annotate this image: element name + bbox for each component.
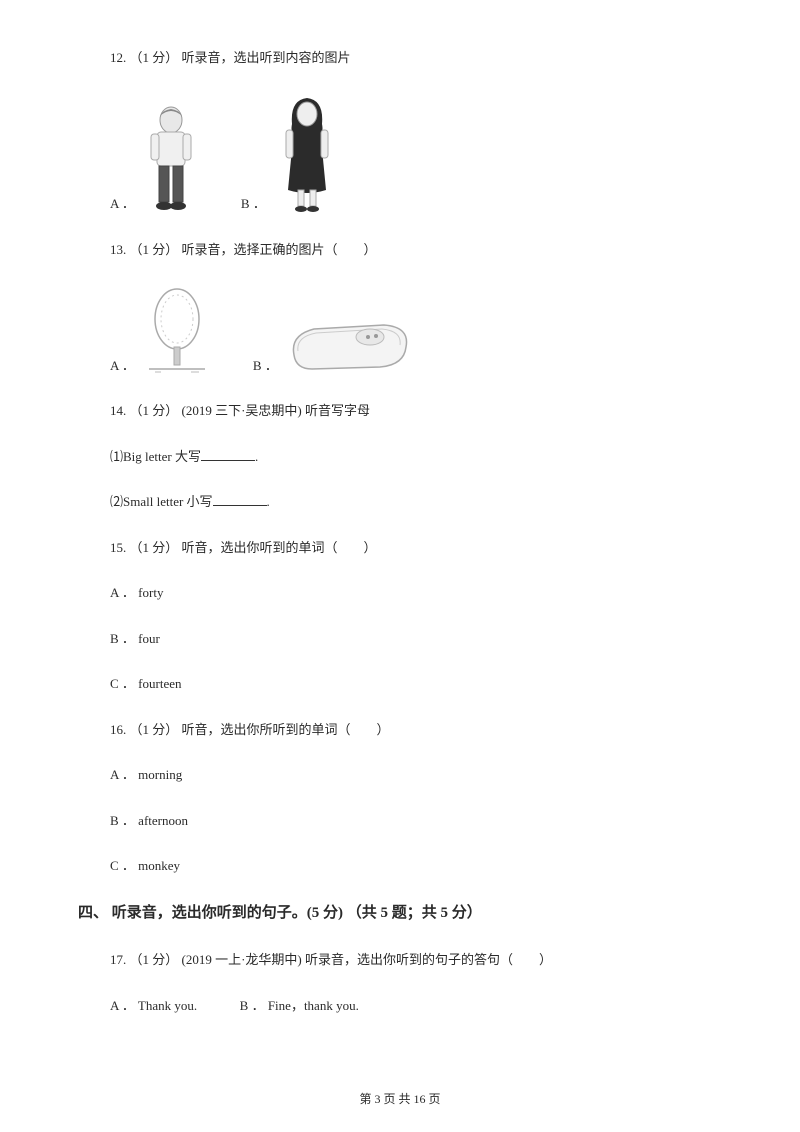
q13-option-a[interactable]: A ． [110,285,213,375]
q14-sub2-pre: ⑵Small letter 小写 [110,494,213,509]
q17-option-a[interactable]: A ． Thank you. [110,998,197,1013]
q14-prompt: 14. （1 分） (2019 三下·吴忠期中) 听音写字母 [78,401,722,421]
option-label: B ． [241,194,266,214]
q14-sub2: ⑵Small letter 小写. [78,492,722,512]
q12-option-a[interactable]: A ． [110,104,201,214]
q13-prompt: 13. （1 分） 听录音，选择正确的图片（ ） [78,240,722,260]
man-icon [141,104,201,214]
q14-sub1: ⑴Big letter 大写. [78,447,722,467]
q12-option-b[interactable]: B ． [241,94,342,214]
tree-icon [141,285,213,375]
q17-option-b[interactable]: B ． Fine，thank you. [240,998,359,1013]
option-label: A ． [110,356,135,376]
q13-images: A ． B ． [110,285,722,375]
q16-option-b[interactable]: B ． afternoon [78,811,722,831]
q16-option-c[interactable]: C ． monkey [78,856,722,876]
q12-prompt: 12. （1 分） 听录音，选出听到内容的图片 [78,48,722,68]
section-4-heading: 四、 听录音，选出你听到的句子。(5 分) （共 5 题；共 5 分） [78,902,722,925]
page-footer: 第 3 页 共 16 页 [0,1090,800,1108]
q15-option-a[interactable]: A ． forty [78,583,722,603]
q15-option-b[interactable]: B ． four [78,629,722,649]
q15-prompt: 15. （1 分） 听音，选出你听到的单词（ ） [78,538,722,558]
q14-sub1-post: . [255,449,258,464]
q14-sub1-pre: ⑴Big letter 大写 [110,449,201,464]
q17-options: A ． Thank you. B ． Fine，thank you. [78,996,722,1016]
option-label: B ． [253,356,278,376]
q13-option-b[interactable]: B ． [253,315,414,375]
q15-option-c[interactable]: C ． fourteen [78,674,722,694]
q16-prompt: 16. （1 分） 听音，选出你所听到的单词（ ） [78,720,722,740]
pencilcase-icon [284,315,414,375]
q16-option-a[interactable]: A ． morning [78,765,722,785]
q12-images: A ． B ． [110,94,722,214]
blank-input[interactable] [201,449,255,461]
option-label: A ． [110,194,135,214]
q14-sub2-post: . [267,494,270,509]
blank-input[interactable] [213,494,267,506]
woman-icon [272,94,342,214]
q17-prompt: 17. （1 分） (2019 一上·龙华期中) 听录音，选出你听到的句子的答句… [78,950,722,970]
